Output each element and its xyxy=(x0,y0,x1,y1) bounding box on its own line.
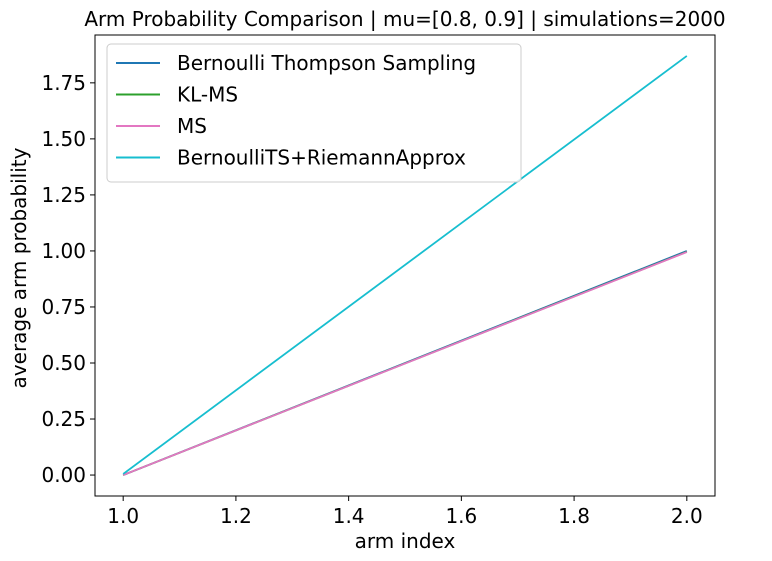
legend-entry-label: Bernoulli Thompson Sampling xyxy=(177,51,476,75)
legend-box xyxy=(106,43,522,183)
axes-frame xyxy=(94,34,716,497)
y-tick-label: 1.75 xyxy=(41,71,86,95)
y-tick-label: 0.50 xyxy=(41,351,86,375)
tick-marks: 1.0 1.2 1.4 1.6 1.8 2.0 0.00 0.25 0.50 0.75 1.00 1.… xyxy=(41,71,702,528)
x-tick-label: 1.2 xyxy=(220,504,252,528)
series-line-3 xyxy=(122,251,688,476)
x-axis-label: arm index xyxy=(355,529,456,553)
y-tick-label: 1.25 xyxy=(41,183,86,207)
x-tick-label: 1.8 xyxy=(558,504,590,528)
axes xyxy=(94,34,716,497)
x-tick-label: 1.4 xyxy=(333,504,365,528)
series-line-4 xyxy=(122,55,688,475)
legend-entry-label: KL-MS xyxy=(177,83,238,107)
x-tick-label: 1.0 xyxy=(107,504,139,528)
legend-entry-label: MS xyxy=(177,114,207,138)
y-tick-label: 1.50 xyxy=(41,127,86,151)
x-tick-label: 1.6 xyxy=(445,504,477,528)
y-tick-label: 0.25 xyxy=(41,407,86,431)
y-tick-label: 0.75 xyxy=(41,295,86,319)
legend-entry-label: BernoulliTS+RiemannApprox xyxy=(177,146,466,170)
y-tick-label: 1.00 xyxy=(41,239,86,263)
x-tick-label: 2.0 xyxy=(671,504,703,528)
series-lines xyxy=(122,55,688,476)
chart-title: Arm Probability Comparison | mu=[0.8, 0.… xyxy=(84,7,725,31)
y-tick-label: 0.00 xyxy=(41,463,86,487)
legend: Bernoulli Thompson Sampling KL-MS MS Bernou… xyxy=(106,43,522,183)
y-axis-label: average arm probability xyxy=(7,147,31,388)
